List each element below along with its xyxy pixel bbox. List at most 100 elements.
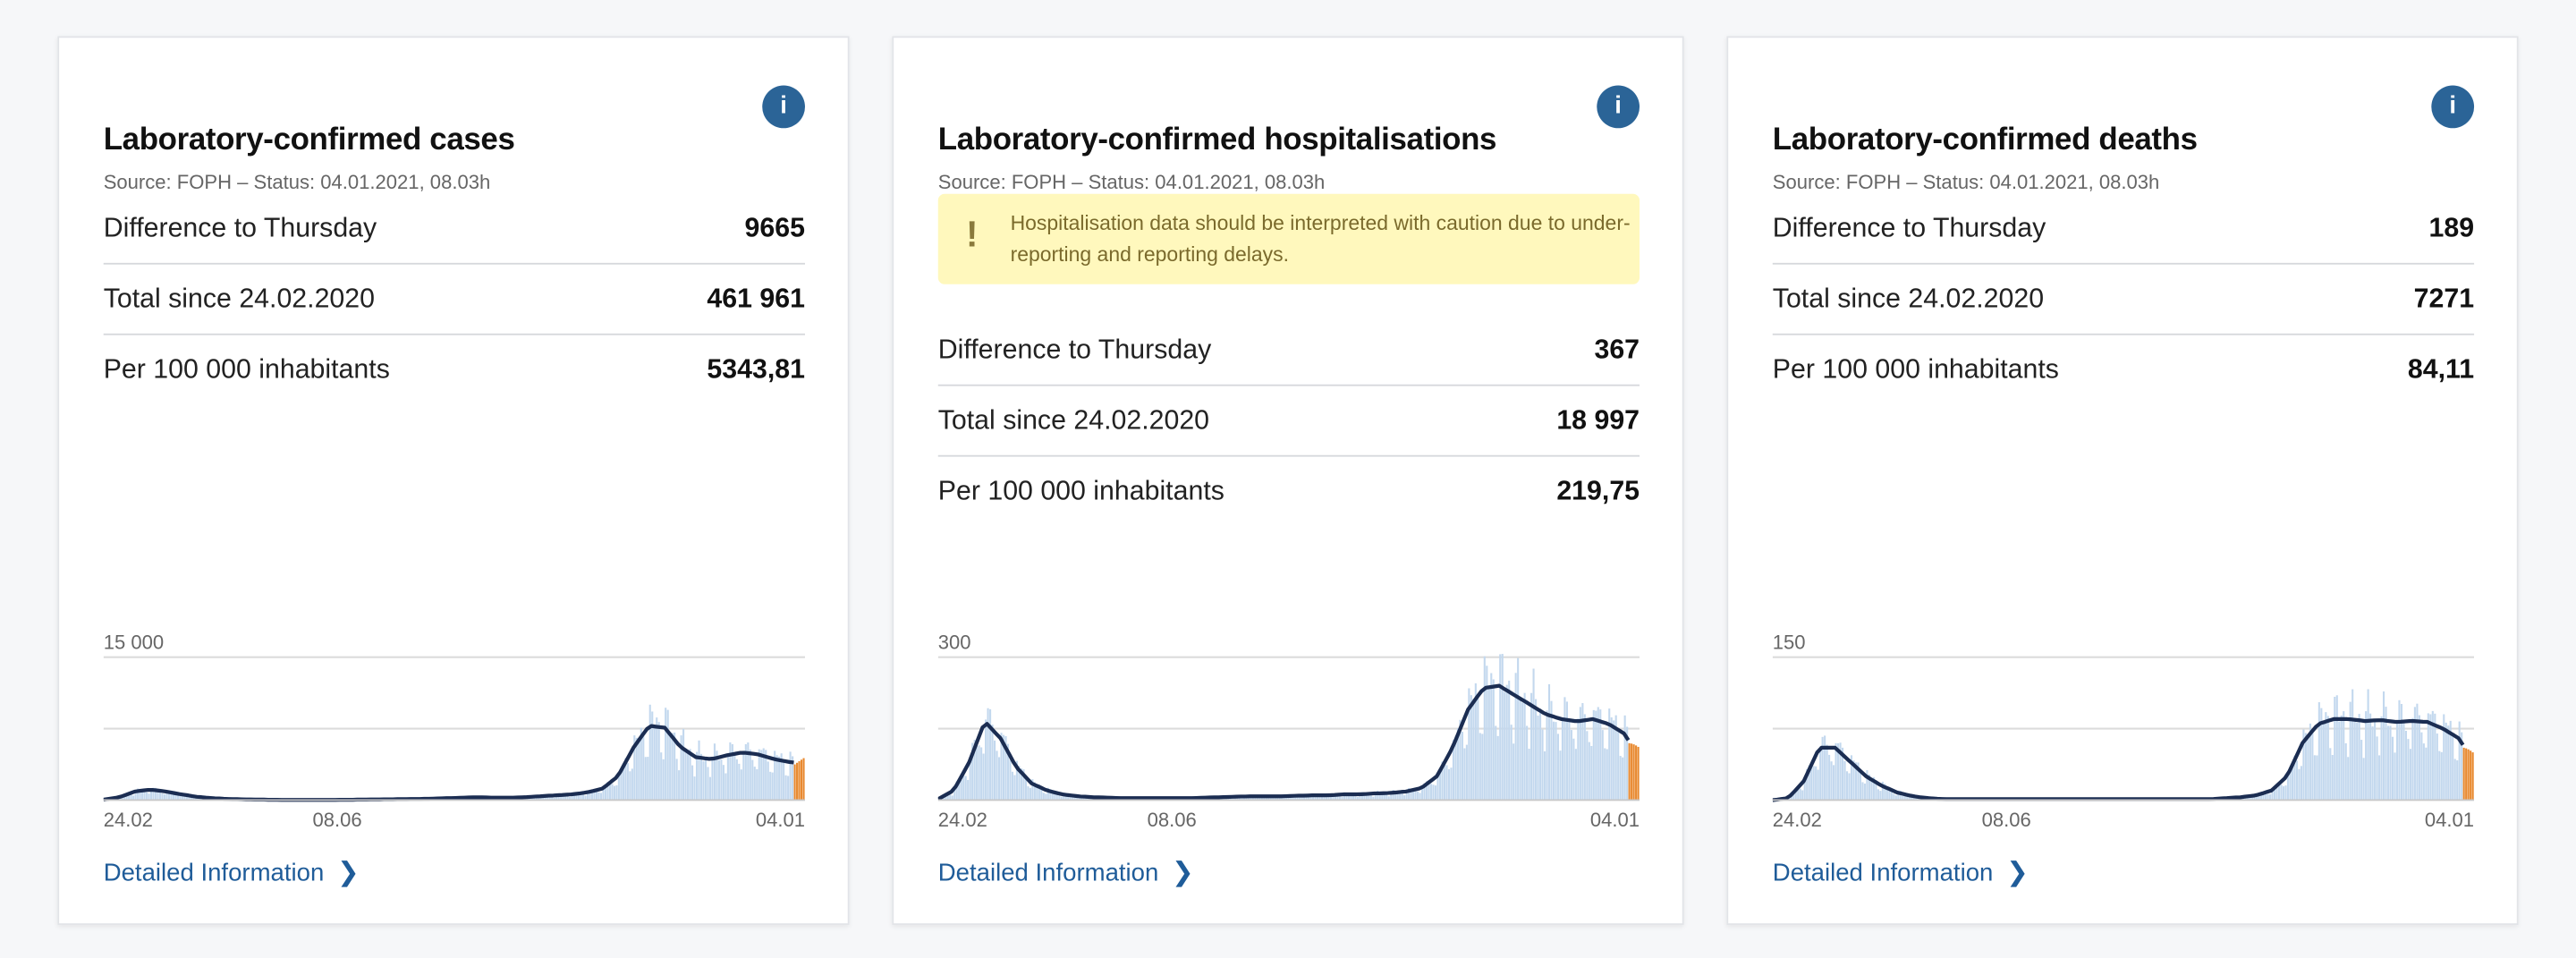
bar [1419, 793, 1421, 801]
bar [1325, 797, 1328, 801]
bar [989, 708, 992, 801]
bar [1902, 793, 1904, 801]
bar [611, 784, 614, 801]
bar [1537, 716, 1539, 801]
stat-value: 367 [1594, 334, 1640, 364]
bar [1069, 794, 1072, 801]
bar [1445, 765, 1448, 801]
bar [942, 796, 945, 801]
bar [163, 793, 166, 801]
info-icon[interactable]: i [762, 85, 805, 129]
bar [589, 790, 591, 801]
bar [951, 795, 953, 801]
info-icon[interactable]: i [1597, 85, 1640, 129]
x-tick-label: 04.01 [756, 809, 805, 831]
bar [2273, 786, 2276, 801]
stat-value: 219,75 [1556, 476, 1640, 506]
bar [538, 798, 540, 801]
bar [787, 776, 790, 801]
bar [1622, 757, 1624, 801]
bar [1881, 781, 1884, 801]
bar [1345, 793, 1348, 801]
bar [1245, 797, 1248, 801]
bar [1033, 782, 1036, 801]
bar [2362, 758, 2365, 801]
card-cases: Laboratory-confirmed cases Source: FOPH … [57, 36, 850, 926]
bar [1884, 784, 1886, 801]
bar [1487, 689, 1490, 801]
bar [1857, 762, 1860, 801]
bar [1317, 794, 1319, 801]
bar [2371, 726, 2374, 801]
bar [1377, 790, 1379, 801]
bar [1390, 792, 1393, 801]
bar [758, 749, 760, 801]
bar [1474, 682, 1477, 801]
bar [1519, 697, 1521, 801]
bar [2374, 718, 2377, 801]
bar [1588, 742, 1590, 801]
bar [1490, 673, 1493, 801]
bar [1272, 796, 1275, 801]
bar [1256, 796, 1258, 801]
bar [555, 794, 558, 801]
bar [717, 759, 720, 801]
bar-incomplete [1628, 742, 1631, 801]
bar [1278, 797, 1281, 801]
bar [1854, 762, 1858, 801]
bar [1486, 666, 1488, 801]
bar [1372, 796, 1375, 801]
chevron-right-icon: ❯ [1172, 859, 1194, 887]
bar [2320, 708, 2323, 801]
stat-label: Total since 24.02.2020 [937, 404, 1210, 435]
bar [656, 717, 658, 801]
average-line [103, 724, 794, 802]
bar [2394, 752, 2396, 801]
detailed-information-link[interactable]: Detailed Information ❯ [938, 856, 1194, 889]
bar [1332, 794, 1335, 801]
bar [1595, 710, 1597, 801]
bar [1412, 790, 1415, 801]
bar [751, 759, 754, 801]
bar [1020, 768, 1022, 801]
bar [1546, 710, 1548, 801]
bar [653, 727, 656, 801]
bar [2322, 724, 2325, 801]
bar [575, 793, 578, 801]
bar [1543, 750, 1546, 801]
bar [2262, 793, 2265, 801]
bar [2385, 707, 2387, 801]
bar [1532, 668, 1535, 801]
bar [978, 745, 980, 801]
bar [1027, 786, 1030, 801]
bar [1365, 793, 1368, 801]
bar [1456, 728, 1459, 801]
bar [1334, 793, 1337, 801]
bar [662, 759, 665, 801]
bar [2271, 790, 2274, 801]
bar-incomplete [1631, 743, 1633, 801]
bar [1055, 792, 1058, 801]
bar [1479, 733, 1481, 801]
bar [2447, 725, 2450, 801]
bar [141, 791, 144, 801]
bar [1428, 782, 1430, 801]
bar [651, 711, 654, 801]
detailed-information-link[interactable]: Detailed Information ❯ [104, 856, 360, 889]
info-icon[interactable]: i [2431, 85, 2475, 129]
bar [1463, 748, 1466, 801]
bar [2302, 729, 2305, 801]
bar [698, 740, 700, 801]
bar [1378, 793, 1381, 801]
detailed-information-link[interactable]: Detailed Information ❯ [1773, 856, 2029, 889]
bar [599, 793, 603, 801]
stat-row: Per 100 000 inhabitants 5343,81 [104, 335, 805, 406]
bar [1060, 796, 1063, 801]
bar [2249, 796, 2251, 801]
bar [1405, 791, 1408, 801]
bar [742, 750, 745, 801]
bar [1454, 736, 1457, 801]
bar [2434, 713, 2436, 801]
bar [633, 735, 636, 801]
bar [174, 793, 177, 801]
